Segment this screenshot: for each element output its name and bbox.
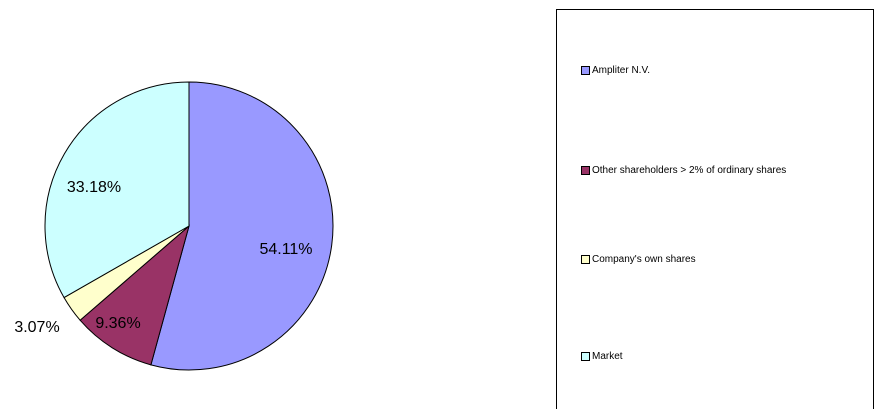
legend: Ampliter N.V. Other shareholders > 2% of…	[556, 9, 874, 409]
data-label-market: 33.18%	[67, 179, 121, 196]
legend-label-own-shares: Company's own shares	[592, 253, 696, 265]
legend-swatch-other-shareholders	[581, 165, 590, 175]
legend-swatch-own-shares	[581, 254, 590, 264]
legend-item-ampliter: Ampliter N.V.	[581, 63, 650, 77]
legend-item-other-shareholders: Other shareholders > 2% of ordinary shar…	[581, 163, 786, 177]
legend-item-market: Market	[581, 349, 623, 363]
legend-item-own-shares: Company's own shares	[581, 252, 696, 266]
data-label-company-s-own-shares: 3.07%	[14, 319, 59, 336]
legend-swatch-ampliter	[581, 65, 590, 75]
legend-label-ampliter: Ampliter N.V.	[592, 64, 650, 76]
pie-slice-other-shareholders-2-of-ordinary-shares	[79, 224, 190, 366]
pie-slice-market	[44, 81, 190, 299]
pie-slice-ampliter-n-v	[150, 81, 334, 371]
data-label-other-shareholders-2-of-ordinary-shares: 9.36%	[95, 315, 140, 332]
legend-label-market: Market	[592, 350, 623, 362]
legend-swatch-market	[581, 351, 590, 361]
legend-label-other-shareholders: Other shareholders > 2% of ordinary shar…	[592, 164, 787, 176]
data-label-ampliter-n-v: 54.11%	[259, 241, 312, 258]
